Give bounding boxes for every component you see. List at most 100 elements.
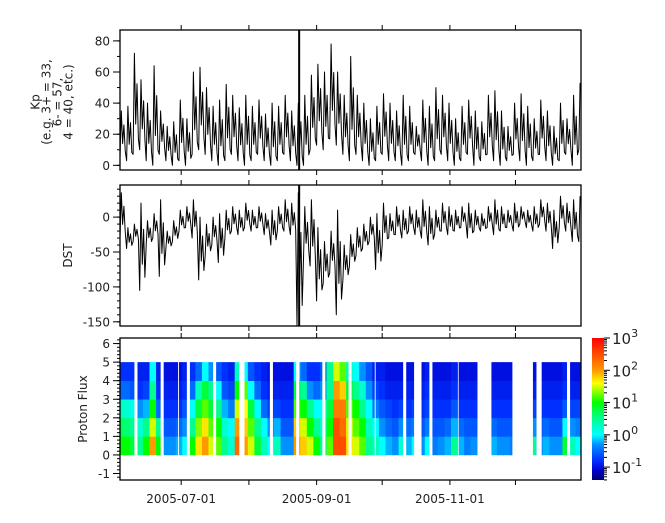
spectrogram-cell	[509, 436, 518, 456]
spectrogram-cell	[437, 362, 445, 381]
y-axis-label: DST	[61, 243, 75, 268]
colorbar	[592, 338, 604, 480]
spectrogram-cell	[241, 399, 249, 419]
spectrogram-cell	[142, 417, 150, 437]
spectrogram-cell	[398, 380, 406, 400]
panel-3: 103 102 101 100 10-1 -1 0 1 2 3 4 5 6 Proton Flux	[76, 327, 642, 485]
spectrogram-cell	[208, 362, 216, 381]
spectrogram-cell	[483, 362, 491, 381]
spectrogram-cell	[418, 362, 426, 381]
spectrogram-cell	[215, 399, 223, 419]
spectrogram-cell	[359, 399, 367, 419]
spectrogram-cell	[365, 399, 373, 419]
spectrogram-cell	[352, 362, 360, 381]
spectrogram-cell	[300, 417, 308, 437]
spectrogram-cell	[339, 399, 347, 419]
spectrogram-cell	[346, 380, 354, 400]
spectrogram-cell	[385, 362, 393, 381]
spectrogram-cell	[293, 436, 301, 456]
spectrogram-cell	[234, 362, 242, 381]
colorbar-tick-label: 10-1	[612, 456, 642, 477]
spectrogram-cell	[306, 436, 314, 456]
spectrogram-cell	[372, 380, 380, 400]
spectrogram-cell	[346, 362, 354, 381]
spectrogram-cell	[549, 362, 557, 381]
spectrogram-cell	[260, 380, 268, 400]
spectrogram-cell	[221, 399, 229, 419]
y-tick-label: 40	[95, 97, 110, 111]
y-tick-label: 1	[102, 430, 110, 444]
dst-series-line	[119, 192, 581, 326]
spectrogram-cell	[267, 417, 275, 437]
spectrogram-cell	[496, 362, 504, 381]
colorbar-tick-label: 103	[612, 327, 638, 348]
spectrogram-cell	[175, 436, 183, 456]
spectrogram-cell	[509, 380, 518, 400]
spectrogram-cell	[313, 436, 321, 456]
spectrogram-cell	[424, 417, 432, 437]
spectrogram-cell	[182, 417, 190, 437]
spectrogram-cell	[568, 380, 577, 400]
spectrogram-cell	[568, 399, 577, 419]
spectrogram-cell	[365, 362, 373, 381]
spectrogram-cell	[490, 417, 498, 437]
spectrogram-cell	[234, 417, 242, 437]
spectrogram-cell	[319, 380, 327, 400]
spectrogram-cell	[523, 380, 531, 400]
spectrogram-cell	[300, 399, 308, 419]
spectrogram-cell	[149, 362, 157, 381]
spectrogram-cell	[568, 436, 577, 456]
spectrogram-cell	[326, 436, 334, 456]
spectrogram-cell	[162, 380, 170, 400]
spectrogram-cell	[536, 380, 544, 400]
spectrogram-cell	[575, 436, 582, 456]
spectrogram-cell	[300, 362, 308, 381]
spectrogram-cell	[385, 417, 393, 437]
spectrogram-cell	[129, 362, 137, 381]
spectrogram-cell	[359, 436, 367, 456]
spectrogram-cell	[470, 380, 478, 400]
spectrogram-cell	[142, 362, 150, 381]
spectrogram-cell	[339, 380, 347, 400]
spectrogram-cell	[418, 399, 426, 419]
spectrogram-cell	[280, 417, 288, 437]
spectrogram-cell	[555, 362, 563, 381]
spectrogram-cell	[182, 380, 190, 400]
spectrogram-cell	[162, 436, 170, 456]
y-axis-label-line: (e.g. 3+ = 33,	[40, 59, 54, 145]
y-axis-label-line: 6- = 57,	[51, 78, 65, 127]
spectrogram-cell	[470, 399, 478, 419]
spectrogram-cell	[293, 417, 301, 437]
spectrogram-cell	[260, 399, 268, 419]
spectrogram-cell	[457, 417, 465, 437]
spectrogram-cell	[182, 436, 190, 456]
spectrogram-cell	[188, 417, 196, 437]
spectrogram-cell	[378, 399, 386, 419]
spectrogram-cell	[359, 362, 367, 381]
spectrogram-cell	[142, 380, 150, 400]
spectrogram-cell	[156, 380, 164, 400]
spectrogram-cell	[149, 436, 157, 456]
spectrogram-cell	[287, 436, 295, 456]
spectrogram-cell	[182, 399, 190, 419]
spectrogram-cell	[378, 417, 386, 437]
spectrogram-cell	[346, 436, 354, 456]
y-axis-label-line: Kp	[29, 94, 43, 110]
spectrogram-cell	[306, 380, 314, 400]
spectrogram-cell	[464, 362, 472, 381]
spectrogram-cell	[483, 399, 491, 419]
spectrogram-cell	[359, 380, 367, 400]
spectrogram-cell	[162, 362, 170, 381]
panel-frame	[119, 29, 582, 171]
spectrogram-cell	[221, 380, 229, 400]
spectrogram-cell	[483, 380, 491, 400]
spectrogram-cell	[516, 417, 524, 437]
spectrogram-cell	[274, 362, 282, 381]
spectrogram-cell	[162, 417, 170, 437]
spectrogram-cell	[267, 380, 275, 400]
spectrogram-cell	[120, 380, 124, 400]
spectrogram-cell	[575, 399, 582, 419]
spectrogram-cell	[392, 436, 400, 456]
spectrogram-cell	[201, 399, 209, 419]
spectrogram-cell	[555, 436, 563, 456]
